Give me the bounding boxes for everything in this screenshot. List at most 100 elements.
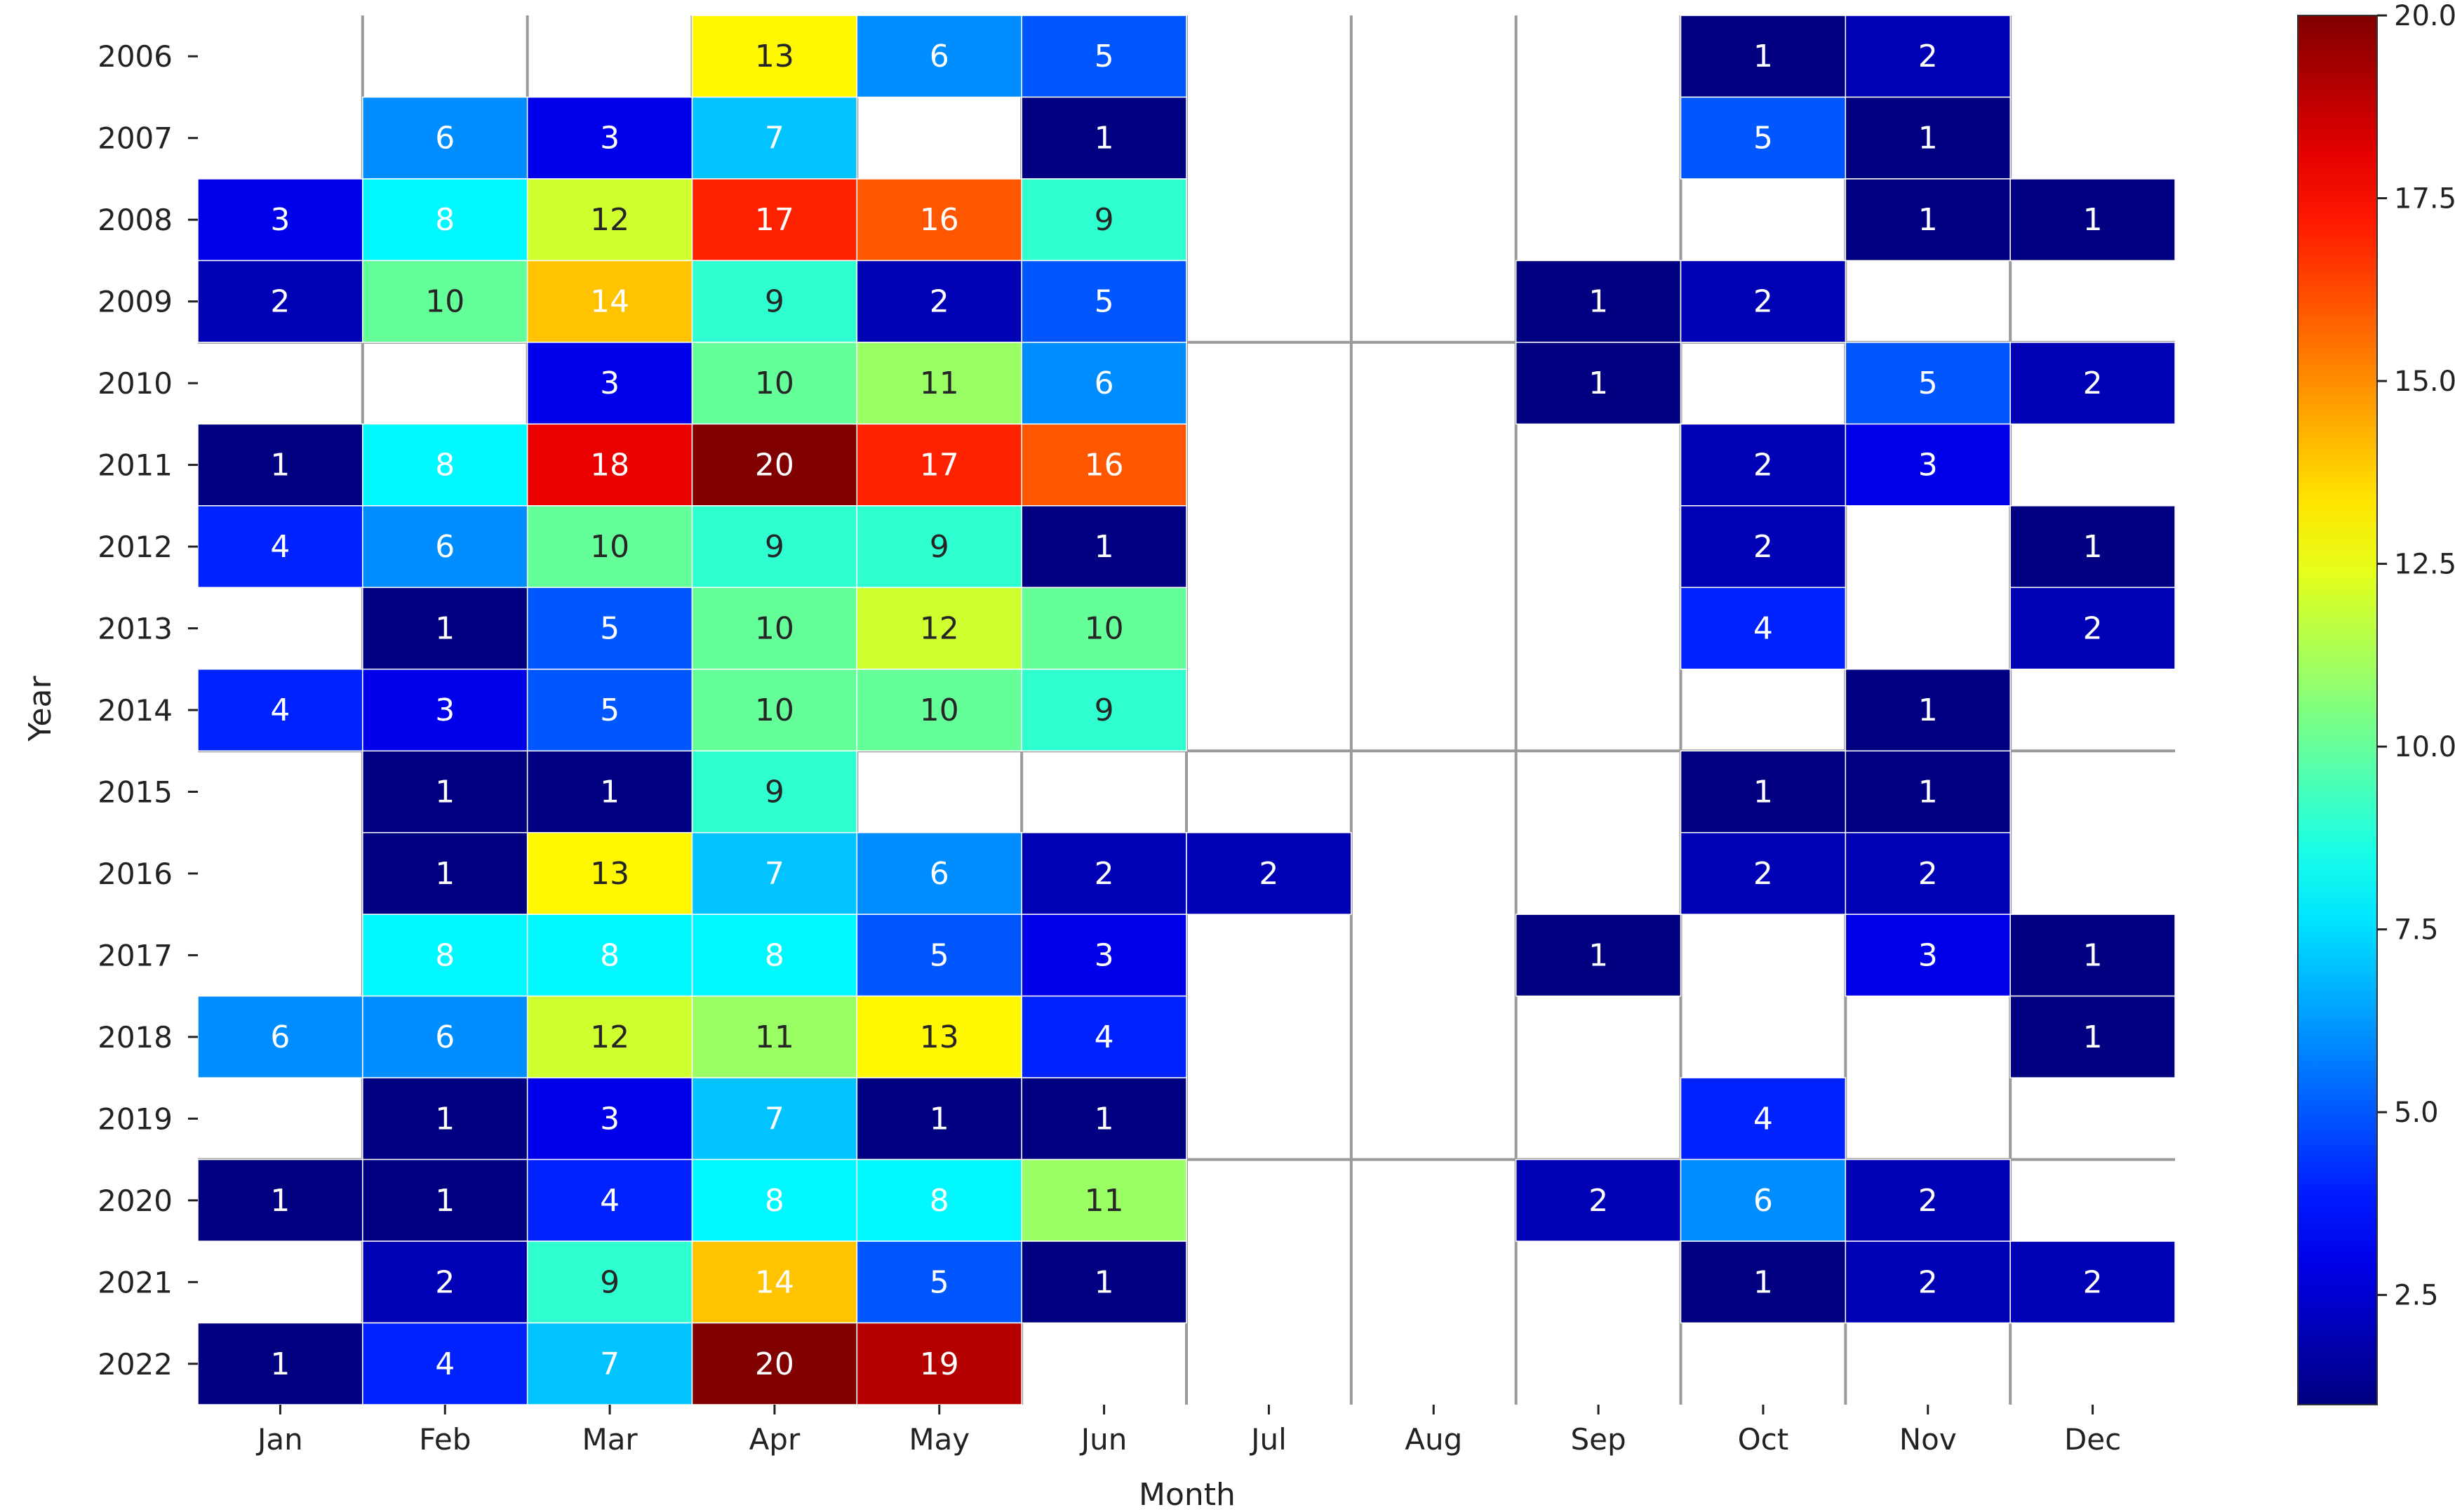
heatmap-cell [856, 342, 1022, 425]
cell-value-label: 1 [270, 448, 290, 483]
cell-value-label: 18 [590, 448, 629, 483]
heatmap-cell [1680, 96, 1847, 180]
x-tick-label: Mar [582, 1422, 638, 1457]
cell-value-label: 1 [2083, 1019, 2103, 1055]
cell-value-label: 2 [930, 284, 949, 320]
cell-value-label: 1 [930, 1101, 949, 1137]
heatmap-cell [1845, 178, 2011, 262]
cell-value-label: 8 [765, 1183, 784, 1219]
cell-value-label: 10 [920, 693, 959, 728]
cell-value-label: 12 [590, 1019, 629, 1055]
heatmap-cell [1845, 342, 2011, 425]
heatmap-cell [1845, 15, 2011, 98]
cell-value-label: 7 [765, 121, 784, 156]
cell-value-label: 2 [2083, 366, 2103, 401]
x-axis: Jan Feb Mar Apr May Jun Jul Aug Sep Oct Nov Dec [255, 1405, 2121, 1457]
cell-value-label: 1 [1918, 121, 1938, 156]
cell-value-label: 8 [435, 937, 455, 973]
heatmap-cell [1021, 423, 1187, 507]
x-tick-label: Jul [1249, 1422, 1287, 1457]
cell-value-label: 1 [1588, 366, 1608, 401]
cell-value-label: 2 [1095, 856, 1114, 892]
heatmap-cell [1021, 260, 1187, 343]
cell-value-label: 9 [930, 529, 949, 565]
cell-value-label: 2 [1259, 856, 1278, 892]
heatmap-cell [1680, 423, 1847, 507]
heatmap-cell [1680, 260, 1847, 343]
heatmap-cell [362, 260, 528, 343]
y-tick-label: 2008 [98, 203, 173, 237]
y-tick-label: 2015 [98, 775, 173, 809]
cell-value-label: 13 [755, 39, 794, 74]
heatmap-cell [856, 669, 1022, 751]
colorbar-tick-label: 10.0 [2394, 731, 2455, 763]
cell-value-label: 1 [435, 611, 455, 647]
heatmap-cell [856, 995, 1022, 1078]
cell-value-label: 2 [1753, 529, 1773, 565]
heatmap-cell [856, 1322, 1022, 1405]
cell-value-label: 5 [1095, 39, 1114, 74]
heatmap-cell [197, 423, 363, 507]
cell-value-label: 9 [765, 284, 784, 320]
cell-value-label: 5 [1918, 366, 1938, 401]
cell-value-label: 10 [755, 693, 794, 728]
heatmap-cell [362, 914, 528, 997]
heatmap-cell [691, 914, 858, 997]
colorbar-gradient [2297, 15, 2378, 1405]
y-tick-label: 2013 [98, 612, 173, 646]
cell-value-label: 8 [435, 448, 455, 483]
cell-value-label: 12 [590, 202, 629, 238]
heatmap-cell [691, 750, 858, 834]
cell-value-label: 1 [435, 856, 455, 892]
y-tick-label: 2006 [98, 39, 173, 74]
heatmap-cell [2009, 505, 2176, 589]
cell-value-label: 1 [435, 1183, 455, 1219]
cell-value-label: 7 [765, 1101, 784, 1137]
cell-value-label: 1 [600, 774, 620, 810]
cell-value-label: 20 [755, 1346, 794, 1382]
y-tick-label: 2010 [98, 366, 173, 401]
cell-value-label: 4 [600, 1183, 620, 1219]
heatmap-cell [1680, 831, 1847, 915]
heatmap-cell [526, 1240, 693, 1324]
cell-value-label: 6 [270, 1019, 290, 1055]
y-tick-label: 2022 [98, 1347, 173, 1381]
heatmap-cell [1845, 1158, 2011, 1242]
cell-value-label: 16 [920, 202, 959, 238]
cell-value-label: 1 [270, 1183, 290, 1219]
heatmap-cell [526, 1322, 693, 1405]
cell-value-label: 2 [1918, 39, 1938, 74]
cell-value-label: 16 [1085, 448, 1124, 483]
x-axis-title: Month [1139, 1477, 1236, 1512]
cell-value-label: 8 [930, 1183, 949, 1219]
cell-value-label: 4 [270, 693, 290, 728]
heatmap-cell [1680, 505, 1847, 589]
cell-value-label: 6 [930, 856, 949, 892]
cell-value-label: 11 [1085, 1183, 1124, 1219]
heatmap-cell [1845, 423, 2011, 507]
cell-value-label: 10 [755, 611, 794, 647]
cell-value-label: 6 [435, 529, 455, 565]
y-axis: 2006 2007 2008 2009 2010 2011 2012 2013 2014 2015… [98, 39, 198, 1381]
heatmap-cell [691, 96, 858, 180]
x-tick-label: Sep [1570, 1422, 1626, 1457]
heatmap-cell [197, 178, 363, 262]
colorbar-tick-label: 2.5 [2394, 1280, 2439, 1312]
heatmap-cell [1680, 1158, 1847, 1242]
y-tick-label: 2011 [98, 448, 173, 483]
cell-value-label: 1 [1588, 284, 1608, 320]
cell-value-label: 9 [1095, 202, 1114, 238]
y-tick-label: 2017 [98, 938, 173, 972]
heatmap-cell [526, 750, 693, 834]
heatmap-cell [1845, 96, 2011, 180]
x-tick-label: Dec [2064, 1422, 2121, 1457]
cell-value-label: 4 [270, 529, 290, 565]
cell-value-label: 1 [1095, 1101, 1114, 1137]
y-tick-label: 2009 [98, 285, 173, 319]
y-tick-label: 2016 [98, 857, 173, 891]
cell-value-label: 1 [1753, 39, 1773, 74]
heatmap-cell [1680, 750, 1847, 834]
colorbar-tick-label: 20.0 [2394, 0, 2455, 32]
cell-value-label: 20 [755, 448, 794, 483]
